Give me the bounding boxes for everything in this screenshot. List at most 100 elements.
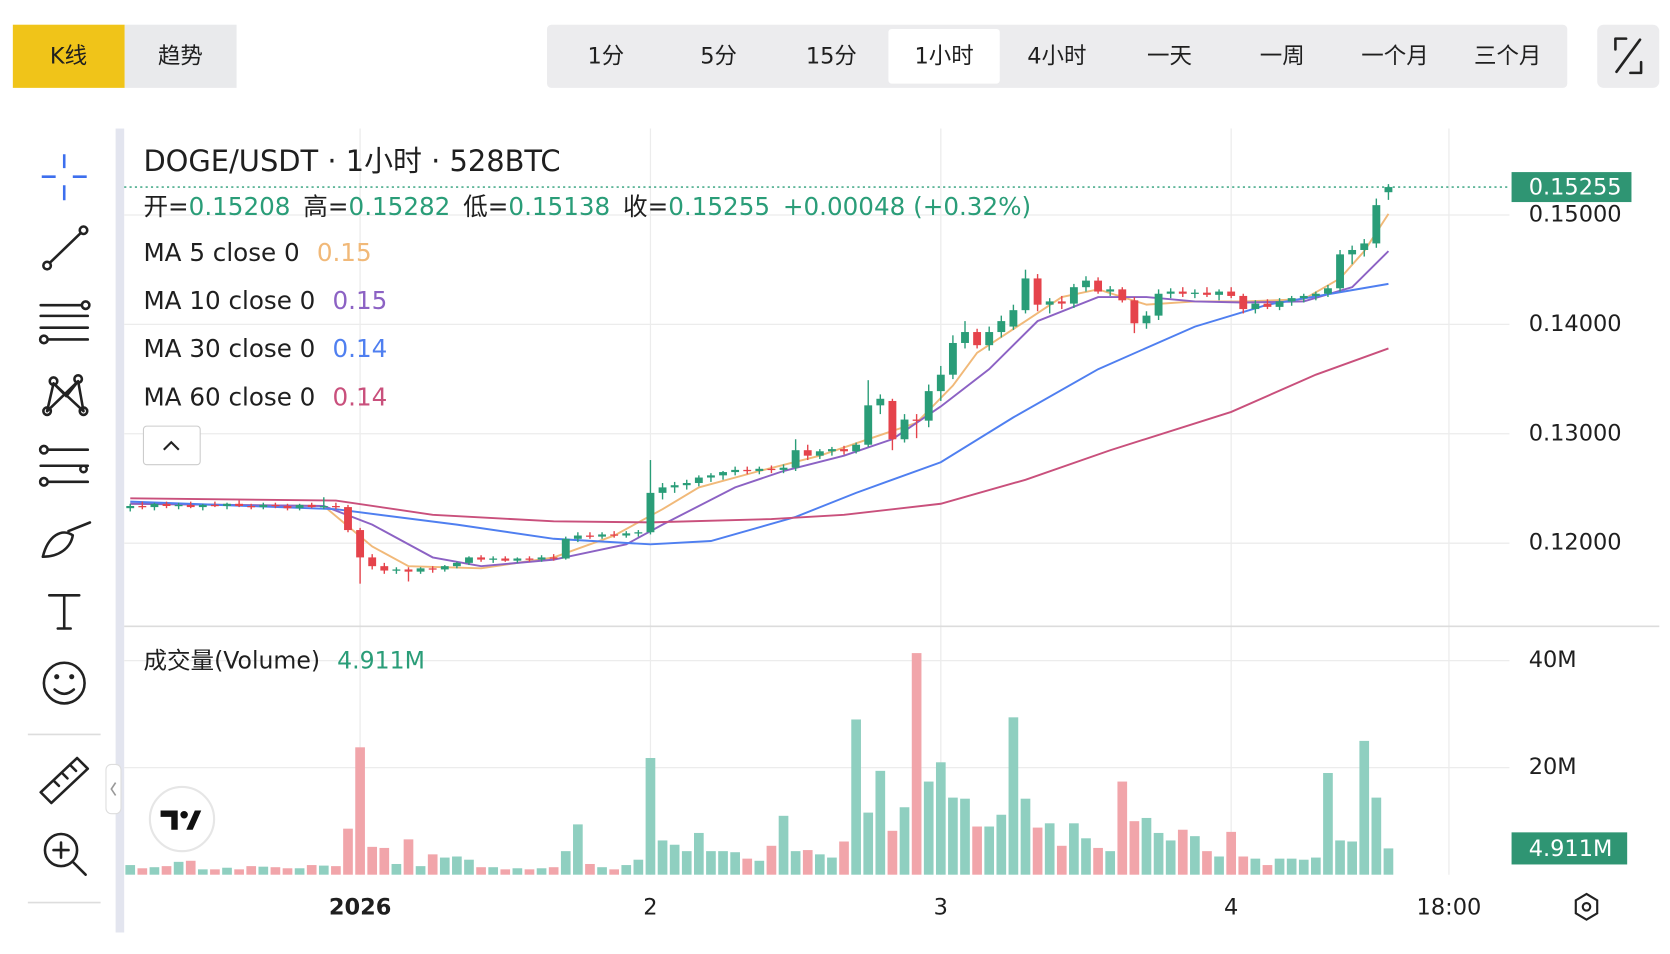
interval-label: 4小时 xyxy=(1027,43,1086,69)
candle-body xyxy=(428,568,437,570)
candle-body xyxy=(1324,288,1332,294)
tab-button[interactable] xyxy=(124,24,237,88)
candle-body xyxy=(1069,287,1078,304)
legend-value: 0.15 xyxy=(332,286,387,315)
candle-body xyxy=(223,503,231,506)
volume-bar xyxy=(439,857,450,875)
volume-bar xyxy=(524,869,535,875)
candle-body xyxy=(1033,278,1042,305)
volume-bar xyxy=(1323,772,1333,875)
candle-body xyxy=(1190,292,1199,294)
fullscreen-icon xyxy=(1614,37,1643,75)
line-tool[interactable] xyxy=(42,225,89,271)
candle-body xyxy=(1203,292,1211,295)
volume-value: 4.911M xyxy=(337,646,425,674)
volume-bar xyxy=(996,814,1007,875)
tab-label: K线 xyxy=(50,43,87,69)
volume-bar xyxy=(645,758,656,875)
ohlc-value: 0.15255 xyxy=(668,192,770,221)
tab-button[interactable] xyxy=(12,24,125,88)
logo-dot xyxy=(180,811,188,819)
candle-body xyxy=(1336,254,1344,289)
volume-bar xyxy=(355,747,365,875)
volume-bar xyxy=(730,852,740,875)
candle-body xyxy=(948,342,957,375)
volume-bar xyxy=(1105,851,1116,875)
volume-title: 成交量(Volume) xyxy=(143,646,320,674)
ruler-tool[interactable] xyxy=(39,756,90,805)
candle-body xyxy=(634,532,643,534)
volume-bar xyxy=(1008,717,1019,875)
settings-icon[interactable] xyxy=(1574,892,1599,921)
candle-body xyxy=(1142,315,1151,324)
top-bar: K线 趋势 1分 5分 15分 1小时 4小时 一天 一周 一个月 三个月 xyxy=(12,24,1660,88)
candle-body xyxy=(573,535,582,539)
volume-bar xyxy=(742,858,753,875)
candle-body xyxy=(1045,301,1054,305)
volume-bar xyxy=(778,815,789,875)
volume-bar xyxy=(802,850,813,875)
volume-bar xyxy=(863,812,874,875)
volume-bar xyxy=(718,851,728,875)
emoji-tool[interactable] xyxy=(42,661,86,705)
candle-body xyxy=(259,504,268,508)
volume-bar xyxy=(573,824,583,875)
volume-bar xyxy=(1069,823,1079,875)
volume-bar xyxy=(427,854,438,875)
legend-entry: MA 5 close 0 0.15 xyxy=(143,238,371,267)
zoom-tool[interactable] xyxy=(43,832,87,876)
text-tool[interactable] xyxy=(47,594,81,630)
interval-label: 15分 xyxy=(806,43,857,69)
parallel-lines-tool[interactable] xyxy=(38,300,91,345)
candle-body xyxy=(198,504,207,508)
crosshair-tool[interactable] xyxy=(41,154,87,201)
candle-body xyxy=(622,533,631,536)
settings-icon-center xyxy=(1581,901,1592,912)
volume-bar xyxy=(851,719,861,875)
candle-body xyxy=(924,391,933,421)
volume-bar xyxy=(972,826,982,875)
candle-body xyxy=(404,569,413,572)
brush-tool[interactable] xyxy=(41,521,92,559)
candle-body xyxy=(1106,289,1115,292)
pattern-tool[interactable] xyxy=(42,374,89,417)
candle-body xyxy=(307,504,316,508)
candle-body xyxy=(1166,291,1175,294)
candle-body xyxy=(186,504,195,508)
candle-body xyxy=(1094,280,1103,292)
volume-bar xyxy=(597,867,607,875)
legend-value: 0.14 xyxy=(332,334,387,363)
fib-tool[interactable] xyxy=(38,444,90,487)
collapse-legend[interactable] xyxy=(142,425,201,466)
volume-bar xyxy=(173,861,184,875)
candle-body xyxy=(586,535,594,537)
candle-body xyxy=(610,534,619,536)
volume-bar xyxy=(1214,856,1224,875)
candle-body xyxy=(1178,291,1187,294)
volume-bar xyxy=(694,832,704,875)
volume-bar xyxy=(911,653,922,875)
candle-body xyxy=(283,505,292,509)
logo xyxy=(148,785,216,853)
volume-bar xyxy=(488,867,499,875)
scroll-gutter xyxy=(115,128,125,933)
volume-bar xyxy=(1032,827,1043,875)
tab-label: 趋势 xyxy=(158,43,203,69)
y-tick-label: 0.14000 xyxy=(1529,311,1622,337)
x-tick-label: 18:00 xyxy=(1417,894,1482,920)
volume-bar xyxy=(294,868,305,875)
collapse-arrow xyxy=(110,782,117,796)
volume-bar xyxy=(185,860,196,875)
candle-body xyxy=(138,505,147,508)
volume-bar xyxy=(403,839,414,875)
x-tick-label: 2 xyxy=(643,894,657,920)
candle-body xyxy=(791,450,800,468)
candle-body xyxy=(356,530,365,558)
ohlc-change: +0.00048 (+0.32%) xyxy=(783,192,1031,221)
volume-bar xyxy=(391,863,402,875)
volume-bar xyxy=(1274,858,1285,875)
volume-bar xyxy=(197,869,208,875)
interval-active[interactable] xyxy=(888,28,1000,84)
collapse-toolbar[interactable] xyxy=(105,763,122,815)
